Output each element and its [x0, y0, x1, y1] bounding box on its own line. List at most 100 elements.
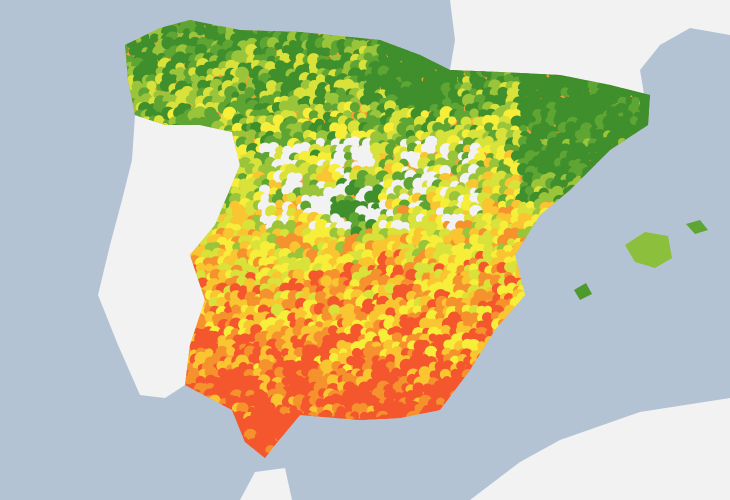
- municipality: [421, 284, 430, 293]
- municipality: [314, 86, 327, 99]
- municipality: [484, 122, 495, 133]
- municipality: [205, 74, 214, 83]
- municipality: [447, 150, 459, 162]
- municipality: [435, 207, 446, 217]
- municipality: [376, 44, 388, 56]
- municipality: [315, 74, 326, 84]
- municipality: [225, 207, 234, 216]
- municipality: [610, 94, 620, 104]
- municipality: [342, 241, 355, 254]
- municipality: [644, 101, 650, 113]
- municipality: [146, 80, 157, 91]
- municipality: [259, 53, 269, 63]
- france: [450, 0, 730, 100]
- municipality: [272, 114, 284, 126]
- municipality: [293, 39, 304, 50]
- municipality: [128, 47, 138, 56]
- municipality: [173, 51, 187, 65]
- municipality: [483, 136, 494, 147]
- municipality: [426, 144, 437, 154]
- portugal: [98, 115, 240, 398]
- municipality: [288, 52, 298, 62]
- municipality: [482, 233, 494, 246]
- municipality: [331, 278, 341, 287]
- municipality: [524, 186, 535, 196]
- municipality: [419, 100, 432, 113]
- municipality: [537, 163, 550, 176]
- municipality: [560, 179, 569, 188]
- municipality: [499, 220, 509, 230]
- municipality: [392, 171, 404, 183]
- municipality: [447, 116, 457, 125]
- municipality: [412, 283, 423, 294]
- municipality: [523, 171, 535, 184]
- municipality: [329, 47, 338, 57]
- municipality: [265, 47, 277, 59]
- municipality: [265, 94, 277, 106]
- municipality: [321, 47, 332, 57]
- municipality: [235, 66, 249, 81]
- municipality: [603, 123, 613, 133]
- municipality: [559, 157, 571, 168]
- municipality: [566, 150, 578, 162]
- africa: [240, 468, 292, 500]
- municipality: [349, 102, 360, 113]
- municipality: [274, 42, 283, 51]
- municipality: [222, 227, 236, 241]
- municipality: [442, 278, 454, 289]
- municipality: [343, 152, 353, 161]
- municipality: [237, 82, 247, 92]
- municipality: [285, 99, 299, 113]
- municipality: [468, 269, 481, 282]
- municipality: [517, 88, 528, 98]
- municipality: [490, 227, 500, 237]
- municipality: [195, 64, 210, 79]
- municipality: [286, 192, 297, 202]
- municipality: [414, 271, 424, 281]
- municipality: [565, 121, 578, 134]
- municipality: [588, 151, 598, 162]
- municipality: [384, 249, 394, 259]
- municipality: [364, 156, 376, 168]
- municipality: [358, 402, 368, 412]
- municipality: [258, 249, 268, 259]
- municipality: [246, 129, 257, 140]
- municipality: [475, 83, 485, 93]
- municipality: [609, 114, 622, 127]
- municipality: [443, 235, 452, 244]
- municipality: [236, 248, 250, 261]
- municipality: [285, 219, 297, 231]
- municipality: [237, 290, 247, 300]
- municipality: [205, 263, 214, 272]
- municipality: [360, 104, 369, 113]
- municipality: [310, 277, 320, 288]
- municipality: [194, 24, 206, 36]
- municipality: [427, 68, 437, 78]
- municipality: [194, 44, 208, 57]
- municipality: [331, 171, 342, 182]
- municipality: [553, 135, 564, 147]
- municipality: [438, 253, 452, 267]
- municipality: [349, 136, 361, 148]
- municipality: [444, 243, 454, 253]
- municipality: [292, 268, 305, 282]
- municipality: [336, 227, 346, 237]
- municipality: [329, 268, 340, 280]
- municipality: [323, 102, 333, 112]
- municipality: [363, 52, 373, 62]
- municipality: [246, 150, 257, 161]
- municipality: [190, 74, 200, 83]
- municipality: [266, 233, 279, 246]
- municipality: [447, 88, 461, 101]
- municipality: [212, 67, 221, 77]
- municipality: [461, 276, 472, 286]
- municipality: [420, 110, 430, 119]
- municipality: [587, 142, 598, 154]
- municipality: [193, 106, 207, 120]
- municipality: [507, 238, 516, 247]
- municipality: [334, 128, 349, 142]
- municipality: [405, 268, 419, 282]
- municipality: [357, 214, 367, 224]
